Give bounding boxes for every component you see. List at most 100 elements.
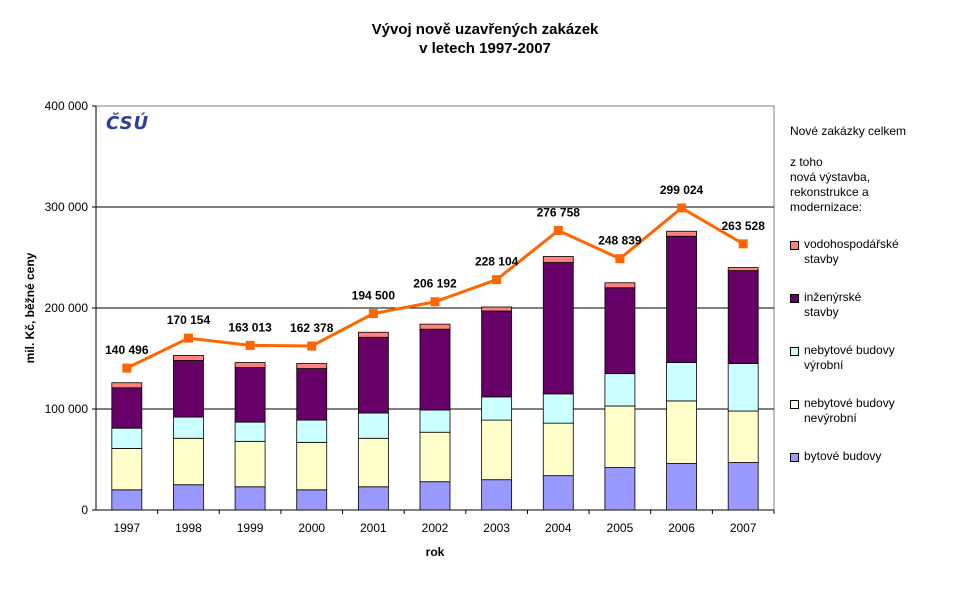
bar-vyrobni [234, 421, 266, 442]
total-data-label: 140 496 [105, 343, 149, 357]
total-data-label: 194 500 [352, 289, 396, 303]
legend-entry-vyrobni: nebytové budovy výrobní [790, 343, 960, 373]
y-tick-label: 100 000 [45, 402, 89, 416]
bar-inzenyrske [173, 360, 204, 418]
csu-logo: ČSÚ [106, 113, 150, 134]
bar-inzenyrske [604, 287, 636, 375]
total-data-label: 248 839 [598, 234, 642, 248]
bar-vyrobni [604, 373, 636, 407]
legend-swatch-bytove [790, 453, 799, 462]
y-tick-label: 200 000 [45, 301, 89, 315]
legend-subheader-line: modernizace: [790, 200, 863, 214]
chart-title: Vývoj nově uzavřených zakázek v letech 1… [0, 20, 970, 58]
bar-nevyrobni [604, 405, 636, 468]
bar-vodohospodarske [604, 282, 636, 289]
chart-title-line-2: v letech 1997-2007 [419, 40, 551, 57]
bar-nevyrobni [419, 431, 451, 483]
legend-label: výrobní [804, 358, 844, 372]
x-tick-label: 2007 [730, 521, 757, 535]
bar-nevyrobni [173, 437, 204, 486]
legend-subheader-line: rekonstrukce a [790, 185, 869, 199]
bar-bytove [727, 462, 759, 511]
bar-vyrobni [173, 416, 204, 439]
bar-vodohospodarske [357, 331, 389, 338]
total-data-label: 228 104 [475, 255, 519, 269]
total-line-marker [553, 225, 563, 235]
bar-nevyrobni [727, 410, 759, 463]
total-data-label: 263 528 [721, 219, 765, 233]
bar-inzenyrske [666, 235, 697, 363]
bar-vyrobni [419, 409, 451, 433]
bar-bytove [111, 489, 143, 511]
x-tick-label: 2001 [360, 521, 387, 535]
bar-vyrobni [666, 362, 697, 402]
bar-vyrobni [296, 419, 328, 443]
bar-vyrobni [542, 393, 574, 424]
total-line-marker [183, 333, 193, 343]
bar-vodohospodarske [419, 323, 451, 330]
x-tick-label: 1997 [113, 521, 140, 535]
bar-nevyrobni [666, 400, 697, 464]
bar-bytove [604, 467, 636, 511]
legend-subheader: z toho nová výstavba, rekonstrukce a mod… [790, 155, 960, 215]
bar-vodohospodarske [173, 355, 204, 361]
legend-subheader-line: nová výstavba, [790, 170, 871, 184]
total-line-marker [245, 340, 255, 350]
total-data-label: 170 154 [167, 313, 211, 327]
legend-label: inženýrské [804, 290, 862, 304]
legend-entry-vodohospodarske: vodohospodářské stavby [790, 237, 960, 267]
bar-bytove [173, 484, 204, 511]
bar-bytove [481, 479, 513, 511]
bar-nevyrobni [111, 447, 143, 491]
x-tick-label: 1998 [175, 521, 202, 535]
x-tick-label: 1999 [237, 521, 264, 535]
bar-inzenyrske [357, 336, 389, 414]
bar-inzenyrske [542, 262, 574, 395]
bar-inzenyrske [234, 367, 266, 423]
legend-label: nebytové budovy [804, 343, 895, 357]
bar-vodohospodarske [666, 230, 697, 237]
x-tick-label: 2005 [607, 521, 634, 535]
total-line-marker [307, 341, 317, 351]
legend-swatch-vodohospodarske [790, 241, 799, 250]
legend-entry-nevyrobni: nebytové budovy nevýrobní [790, 396, 960, 426]
x-tick-label: 2004 [545, 521, 572, 535]
bar-vyrobni [727, 363, 759, 412]
total-data-label: 276 758 [537, 205, 581, 219]
bar-vodohospodarske [111, 382, 143, 389]
bar-nevyrobni [234, 440, 266, 488]
legend-swatch-inzenyrske [790, 294, 799, 303]
legend-subheader-line: z toho [790, 155, 823, 169]
bar-vodohospodarske [234, 362, 266, 368]
legend-label: nevýrobní [804, 411, 857, 425]
bar-vodohospodarske [481, 306, 513, 312]
y-tick-label: 400 000 [45, 99, 89, 113]
total-line-marker [615, 254, 625, 264]
bar-bytove [419, 481, 451, 511]
y-axis-title: mil. Kč, běžné ceny [23, 252, 37, 363]
y-tick-label: 0 [81, 503, 88, 517]
total-line-marker [738, 239, 748, 249]
bar-vyrobni [357, 412, 389, 439]
legend-label: vodohospodářské [804, 237, 899, 251]
x-tick-label: 2002 [422, 521, 449, 535]
y-tick-label: 300 000 [45, 200, 89, 214]
legend-label: stavby [804, 252, 839, 266]
bar-inzenyrske [296, 368, 328, 421]
bar-bytove [666, 463, 697, 511]
chart-title-line-1: Vývoj nově uzavřených zakázek [371, 21, 599, 38]
bar-nevyrobni [357, 437, 389, 488]
legend-total-label: Nové zakázky celkem [790, 124, 907, 138]
bar-bytove [542, 475, 574, 511]
bar-vodohospodarske [727, 267, 759, 272]
bar-vodohospodarske [542, 256, 574, 263]
total-line-marker [368, 309, 378, 319]
legend: Nové zakázky celkem z toho nová výstavba… [790, 124, 960, 487]
legend-entry-inzenyrske: inženýrské stavby [790, 290, 960, 320]
bar-inzenyrske [111, 387, 143, 429]
bar-nevyrobni [296, 441, 328, 491]
x-axis-title: rok [426, 545, 445, 559]
legend-swatch-vyrobni [790, 347, 799, 356]
bar-bytove [296, 489, 328, 511]
